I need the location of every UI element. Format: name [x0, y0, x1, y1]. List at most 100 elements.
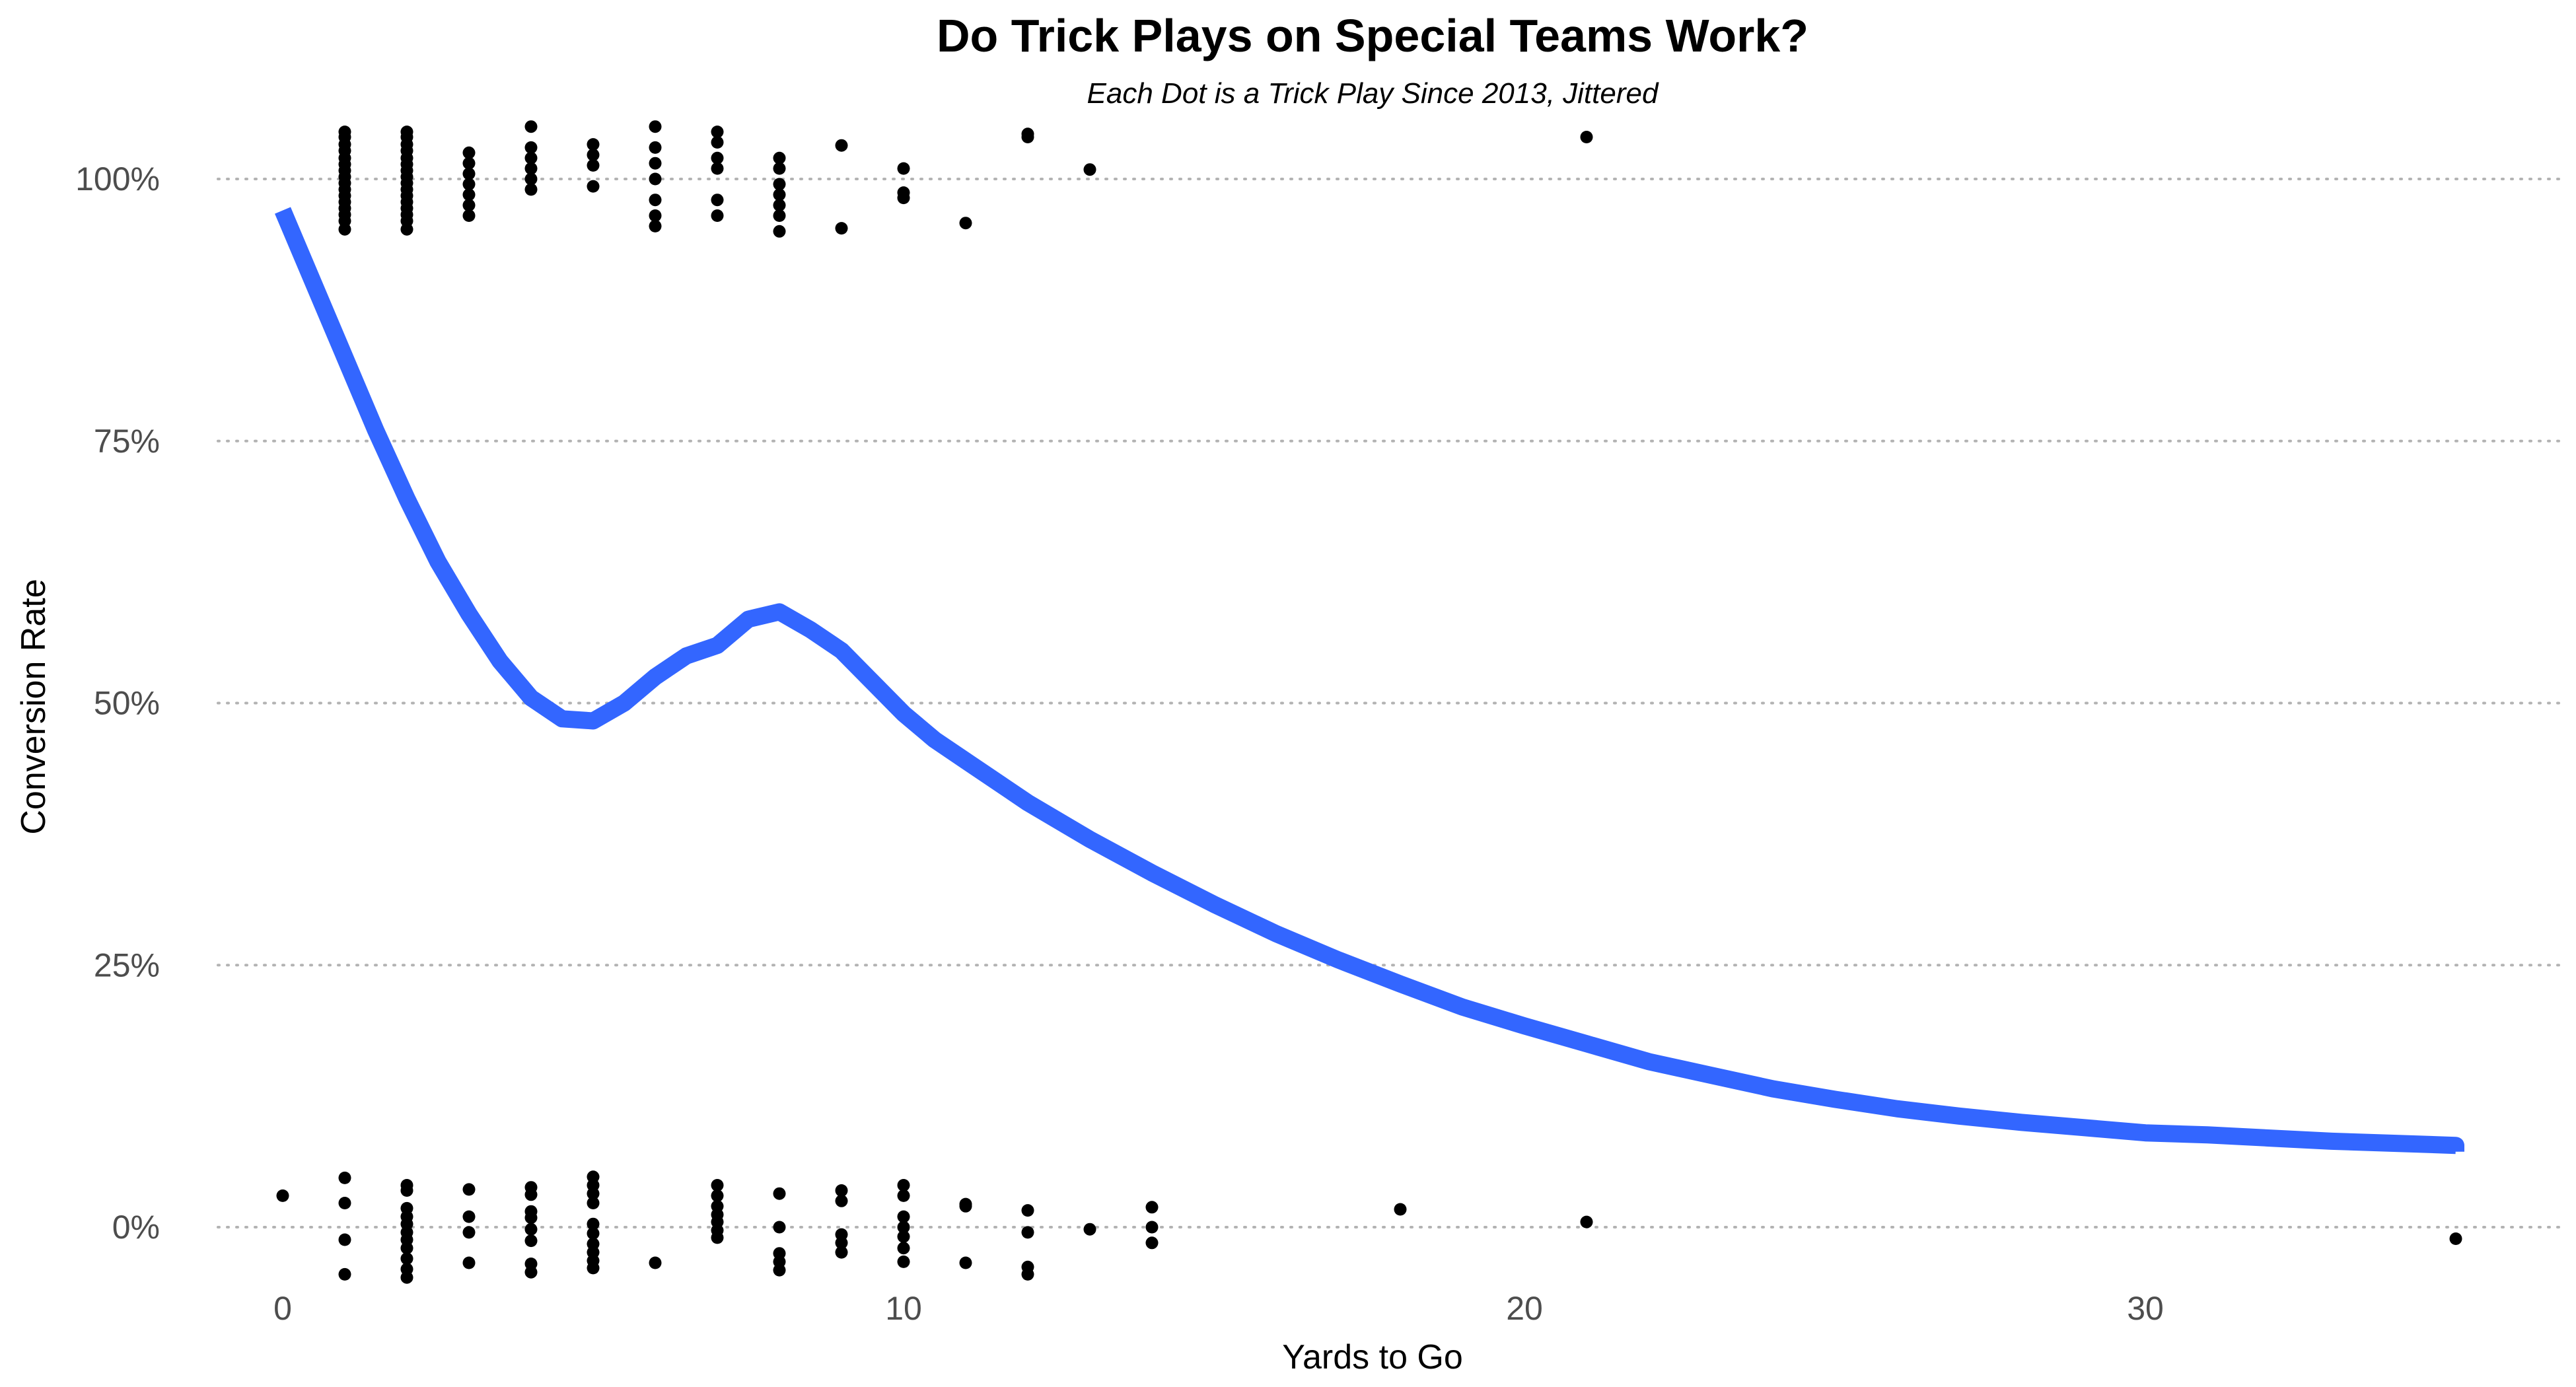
scatter-point-fail: [773, 1221, 786, 1234]
scatter-point-success: [711, 194, 724, 207]
scatter-point-fail: [400, 1242, 413, 1255]
x-tick-label: 0: [273, 1290, 292, 1327]
scatter-point-success: [1580, 131, 1593, 143]
scatter-point-fail: [587, 1227, 600, 1240]
scatter-point-success: [897, 162, 910, 175]
scatter-point-success: [773, 188, 786, 201]
scatter-point-fail: [897, 1230, 910, 1243]
gridlines: [217, 178, 2564, 1228]
scatter-point-fail: [835, 1184, 848, 1197]
scatter-point-fail: [524, 1223, 538, 1236]
scatter-point-success: [773, 162, 786, 175]
x-tick-label: 20: [1506, 1290, 1543, 1327]
smooth-line-layer: [275, 207, 2464, 1155]
scatter-point-success: [773, 151, 786, 164]
y-tick-label: 75%: [94, 423, 160, 460]
scatter-point-fail: [773, 1187, 786, 1200]
scatter-point-fail: [1145, 1221, 1159, 1234]
y-tick-label: 25%: [94, 946, 160, 983]
scatter-point-fail: [1394, 1203, 1407, 1216]
scatter-point-fail: [524, 1234, 538, 1248]
scatter-point-fail: [587, 1217, 600, 1230]
scatter-point-fail: [1580, 1215, 1593, 1228]
scatter-point-fail: [462, 1183, 476, 1196]
scatter-point-fail: [338, 1233, 351, 1246]
scatter-point-fail: [897, 1189, 910, 1202]
scatter-point-success: [524, 183, 538, 196]
scatter-point-success: [524, 172, 538, 186]
scatter-point-success: [524, 151, 538, 164]
scatter-point-success: [524, 162, 538, 175]
chart-subtitle: Each Dot is a Trick Play Since 2013, Jit…: [1087, 77, 1659, 110]
scatter-point-fail: [835, 1194, 848, 1207]
scatter-point-success: [897, 192, 910, 205]
x-axis-label: Yards to Go: [1282, 1338, 1463, 1376]
scatter-point-fail: [338, 1171, 351, 1184]
scatter-point-success: [711, 136, 724, 149]
scatter-point-success: [462, 146, 476, 159]
scatter-point-success: [773, 178, 786, 191]
scatter-point-fail: [587, 1197, 600, 1209]
scatter-point-success: [400, 223, 413, 236]
scatter-point-success: [462, 209, 476, 222]
scatter-point-success: [587, 180, 600, 193]
scatter-point-fail: [462, 1226, 476, 1239]
scatter-point-fail: [711, 1231, 724, 1244]
scatter-point-success: [835, 222, 848, 235]
scatter-point-fail: [773, 1263, 786, 1277]
scatter-point-fail: [400, 1271, 413, 1284]
scatter-point-fail: [400, 1184, 413, 1197]
scatter-point-fail: [2449, 1232, 2462, 1245]
y-axis-ticks: 0% 25% 50% 75% 100%: [75, 160, 160, 1246]
scatter-point-success: [773, 209, 786, 222]
scatter-point-fail: [524, 1211, 538, 1225]
scatter-point-fail: [1145, 1201, 1159, 1214]
scatter-point-fail: [276, 1189, 289, 1202]
scatter-point-success: [649, 209, 662, 222]
y-axis-label: Conversion Rate: [15, 579, 53, 834]
scatter-point-success: [1083, 163, 1096, 176]
scatter-point-fail: [897, 1210, 910, 1223]
scatter-point-fail: [524, 1265, 538, 1279]
scatter-point-success: [338, 223, 351, 236]
scatter-point-success: [959, 217, 972, 230]
scatter-point-success: [711, 151, 724, 164]
scatter-point-success: [711, 162, 724, 175]
scatter-point-success: [587, 138, 600, 151]
scatter-point-fail: [338, 1267, 351, 1281]
scatter-point-success: [649, 172, 662, 186]
scatter-point-success: [462, 188, 476, 201]
scatter-point-fail: [524, 1188, 538, 1201]
scatter-point-success: [462, 167, 476, 180]
y-tick-label: 50%: [94, 685, 160, 722]
scatter-point-fail: [711, 1179, 724, 1191]
scatter-point-fail: [649, 1256, 662, 1269]
scatter-point-success: [462, 178, 476, 191]
x-tick-label: 10: [885, 1290, 922, 1327]
scatter-point-success: [835, 139, 848, 152]
scatter-point-success: [649, 141, 662, 154]
scatter-point-success: [524, 141, 538, 154]
scatter-point-fail: [897, 1179, 910, 1191]
scatter-point-fail: [1021, 1226, 1034, 1239]
smooth-fit-line: [275, 207, 2464, 1155]
scatter-point-fail: [338, 1197, 351, 1209]
scatter-point-success: [773, 225, 786, 238]
scatter-point-success: [649, 157, 662, 170]
scatter-point-fail: [897, 1255, 910, 1268]
scatter-point-fail: [835, 1246, 848, 1259]
scatter-point-fail: [711, 1189, 724, 1202]
scatter-point-fail: [1021, 1204, 1034, 1217]
x-axis-ticks: 0 10 20 30: [273, 1290, 2164, 1327]
scatter-point-success: [649, 120, 662, 133]
scatter-point-fail: [462, 1210, 476, 1223]
scatter-point-success: [587, 149, 600, 161]
y-tick-label: 100%: [75, 160, 160, 197]
scatter-point-fail: [959, 1256, 972, 1269]
chart-title: Do Trick Plays on Special Teams Work?: [937, 10, 1808, 61]
scatter-point-fail: [400, 1252, 413, 1265]
scatter-point-fail: [462, 1256, 476, 1269]
scatter-point-success: [711, 125, 724, 139]
y-tick-label: 0%: [112, 1209, 160, 1246]
